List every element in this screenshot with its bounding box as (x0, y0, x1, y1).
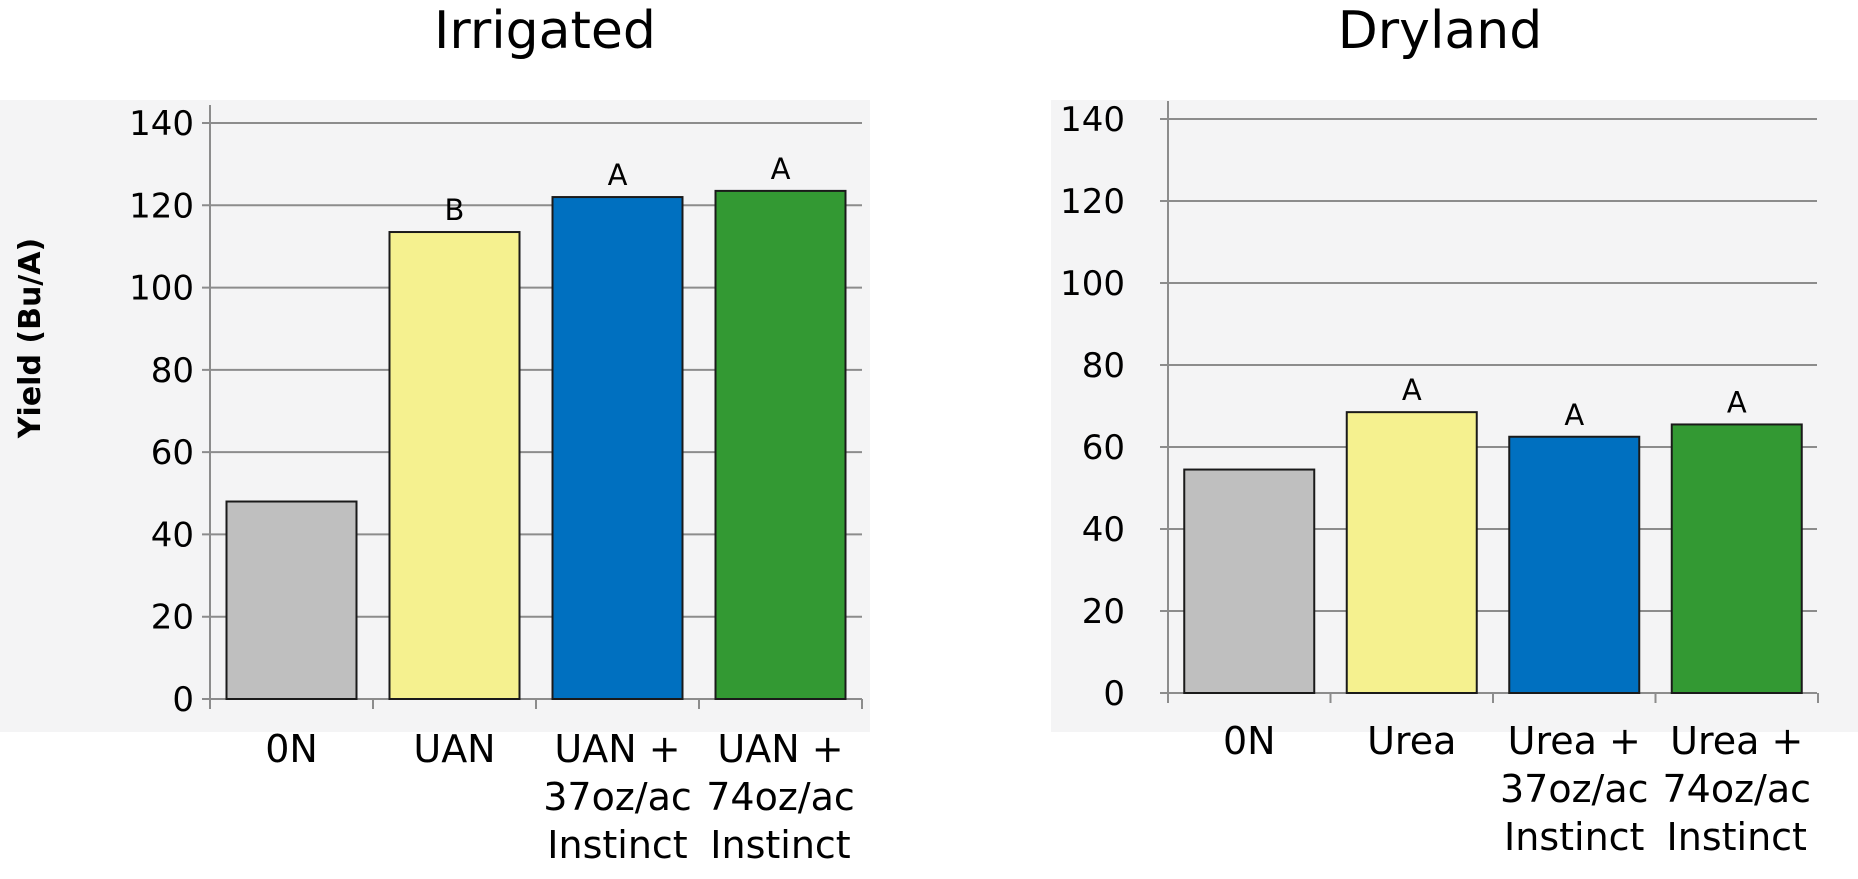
category-label: Urea + (1508, 719, 1641, 763)
irrigated-chart: Irrigated Yield (Bu/A) 0 20 40 60 80 100 120 140 0… (0, 1, 870, 867)
category-label: Instinct (547, 823, 687, 867)
y-tick-label: 140 (1060, 100, 1125, 140)
chart-title: Dryland (1338, 1, 1542, 61)
bar (1345, 411, 1478, 694)
category-label: Instinct (1667, 815, 1807, 859)
category-label: UAN + (554, 727, 680, 771)
y-tick-label: 40 (1082, 510, 1125, 550)
bar (1183, 468, 1316, 694)
bar (551, 196, 684, 701)
bar (225, 500, 358, 700)
y-axis-label: Yield (Bu/A) (13, 238, 48, 439)
y-tick-label: 80 (151, 351, 194, 391)
bar (388, 231, 521, 700)
category-label: 37oz/ac (543, 775, 692, 819)
category-label: 0N (1223, 719, 1276, 763)
category-label: Instinct (710, 823, 850, 867)
y-tick-label: 0 (1103, 674, 1125, 714)
bar (1670, 423, 1803, 694)
y-tick-label: 20 (1082, 592, 1125, 632)
significance-label: A (1402, 373, 1422, 407)
y-tick-label: 60 (1082, 428, 1125, 468)
category-label: 74oz/ac (1662, 767, 1811, 811)
y-tick-label: 40 (151, 515, 194, 555)
category-label: 74oz/ac (706, 775, 855, 819)
y-tick-label: 60 (151, 433, 194, 473)
y-tick-label: 0 (172, 680, 194, 720)
bar (714, 189, 847, 700)
y-tick-label: 20 (151, 598, 194, 638)
significance-label: A (1727, 385, 1747, 419)
y-tick-label: 100 (1060, 264, 1125, 304)
category-label: Urea (1367, 719, 1456, 763)
significance-label: B (445, 193, 465, 227)
y-tick-label: 120 (129, 186, 194, 226)
category-label: Urea + (1670, 719, 1803, 763)
category-label: 0N (265, 727, 318, 771)
bar (1508, 435, 1641, 694)
y-tick-label: 140 (129, 104, 194, 144)
y-tick-label: 120 (1060, 182, 1125, 222)
category-label: UAN + (717, 727, 843, 771)
category-label: Instinct (1504, 815, 1644, 859)
category-label: UAN (413, 727, 495, 771)
significance-label: A (771, 152, 791, 186)
y-tick-label: 80 (1082, 346, 1125, 386)
category-label: 37oz/ac (1500, 767, 1649, 811)
significance-label: A (608, 158, 628, 192)
significance-label: A (1564, 398, 1584, 432)
chart-title: Irrigated (434, 1, 656, 61)
y-tick-label: 100 (129, 269, 194, 309)
